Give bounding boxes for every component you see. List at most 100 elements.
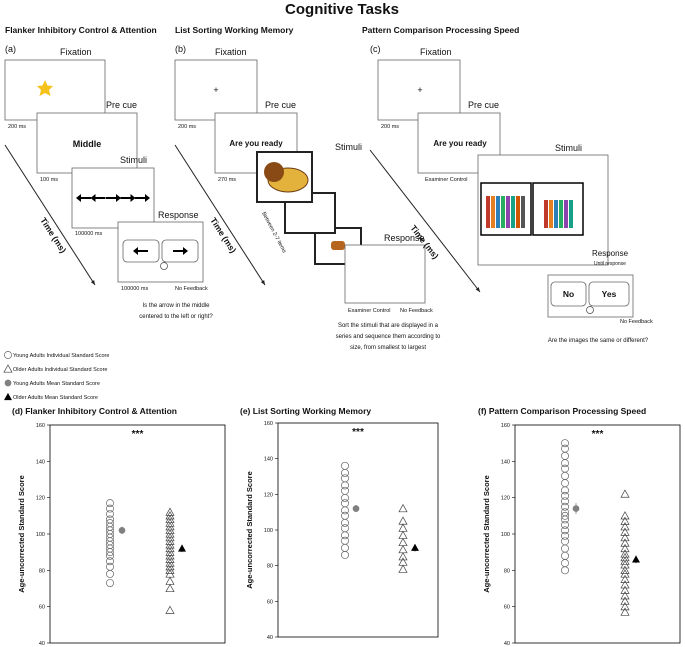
point (561, 559, 569, 568)
y-tick-label: 140 (264, 457, 273, 463)
step-name: Pre cue (265, 100, 296, 110)
star-icon (37, 80, 53, 96)
point (398, 503, 408, 513)
step-note: Until response (594, 261, 626, 267)
pencil-icon (516, 196, 520, 228)
caption: size, from smallest to largest (350, 345, 426, 351)
chart-title: (e) List Sorting Working Memory (240, 406, 371, 416)
point (398, 523, 408, 532)
step-duration: 200 ms (178, 124, 196, 130)
lion-mane (264, 162, 284, 182)
point (106, 551, 114, 560)
step-content: + (417, 85, 422, 95)
point (341, 536, 349, 545)
point (341, 474, 349, 483)
point (620, 516, 630, 525)
time-arrow (174, 144, 266, 286)
pencil-icon (486, 196, 490, 228)
step-note: Between 2-7 items (260, 211, 287, 254)
point (106, 499, 114, 508)
point (572, 505, 580, 512)
point (620, 585, 630, 594)
button-label: Yes (602, 289, 617, 299)
point (106, 570, 114, 578)
point (398, 544, 408, 554)
burger-icon (331, 241, 345, 250)
point (620, 601, 630, 611)
point (106, 557, 114, 566)
point (620, 522, 630, 531)
button-label: No (563, 289, 574, 299)
point (561, 486, 569, 495)
button (550, 281, 587, 307)
point (341, 499, 349, 508)
point (561, 537, 569, 546)
time-arrow (369, 149, 481, 293)
point (118, 527, 126, 534)
point (561, 491, 569, 500)
point (632, 555, 640, 563)
point (341, 461, 349, 470)
step-name: Fixation (420, 47, 452, 57)
y-axis-label: Age-uncorrected Standard Score (482, 475, 491, 593)
point (561, 497, 569, 506)
point (106, 562, 114, 571)
point (341, 524, 349, 533)
point (341, 531, 349, 540)
y-tick-label: 40 (267, 635, 273, 641)
y-tick-label: 160 (36, 423, 45, 429)
arrow-icon-head (90, 194, 96, 202)
y-tick-label: 100 (501, 532, 510, 538)
step-duration: 100 ms (40, 177, 58, 183)
step-content: Middle (73, 139, 102, 149)
chart-title: (f) Pattern Comparison Processing Speed (478, 406, 646, 416)
y-tick-label: 60 (504, 605, 510, 611)
caption: Sort the stimuli that are displayed in a (338, 323, 439, 329)
legend-label: Young Adults Mean Standard Score (13, 381, 100, 387)
step-duration: 100000 ms (75, 231, 102, 237)
legend-marker (3, 364, 13, 373)
panel-heading: Flanker Inhibitory Control & Attention (5, 25, 157, 35)
step-duration: 200 ms (8, 124, 26, 130)
time-label: Time (ms) (38, 216, 68, 255)
point (620, 532, 630, 542)
step-duration: 200 ms (381, 124, 399, 130)
arrow-icon-head (116, 194, 121, 202)
pencil-icon (544, 200, 548, 228)
step-duration: Examiner Control (348, 308, 391, 314)
step-duration: 270 ms (218, 177, 236, 183)
pencil-icon (491, 196, 495, 228)
point (620, 489, 630, 498)
point (341, 551, 349, 559)
caption: series and sequence them according to (336, 334, 441, 340)
y-tick-label: 160 (264, 421, 273, 427)
hand-icon (586, 306, 594, 314)
step-content: Are you ready (433, 139, 487, 148)
point (561, 502, 569, 511)
point (398, 537, 408, 547)
legend-marker (4, 351, 12, 359)
point (561, 531, 569, 540)
y-tick-label: 120 (264, 492, 273, 498)
point (341, 468, 349, 477)
step-duration: 100000 ms (121, 286, 148, 292)
arrow-head (90, 280, 95, 285)
chart-title: (d) Flanker Inhibitory Control & Attenti… (12, 406, 177, 416)
point (620, 527, 630, 536)
point (620, 543, 630, 553)
caption: Is the arrow in the middle (142, 303, 210, 309)
step-name: Response (384, 233, 425, 243)
point (165, 583, 175, 593)
point (561, 526, 569, 535)
time-label: Time (ms) (208, 216, 238, 255)
caption: centered to the left or right? (139, 314, 213, 320)
arrow-icon-head (130, 194, 136, 202)
point (106, 510, 114, 518)
arrow-icon-head (145, 194, 150, 202)
point (620, 569, 630, 578)
step-name: Stimuli (335, 142, 362, 152)
feedback: No Feedback (175, 286, 208, 292)
point (106, 579, 114, 588)
plot-area (277, 422, 439, 638)
